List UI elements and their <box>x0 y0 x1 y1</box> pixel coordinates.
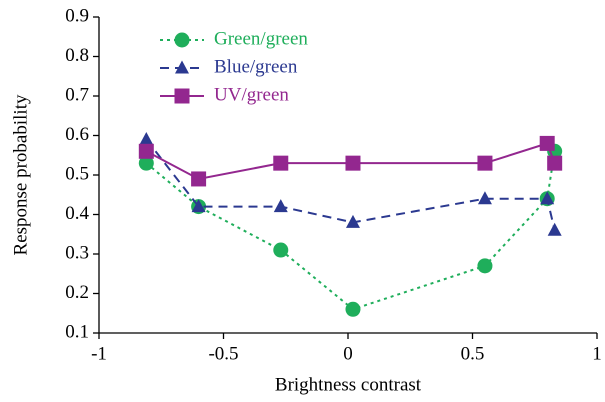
marker <box>273 155 289 171</box>
x-tick-label: 0 <box>343 343 353 364</box>
marker <box>273 242 289 258</box>
marker <box>477 155 493 171</box>
marker <box>539 135 555 151</box>
marker <box>540 191 555 205</box>
marker <box>138 155 154 171</box>
x-tick-label: -1 <box>91 343 107 364</box>
legend-label: UV/green <box>214 84 289 105</box>
x-tick-label: -0.5 <box>208 343 238 364</box>
y-tick-label: 0.5 <box>65 163 89 184</box>
marker <box>174 32 190 48</box>
marker <box>345 214 360 228</box>
y-tick-label: 0.1 <box>65 321 89 342</box>
marker <box>138 143 154 159</box>
y-tick-label: 0.8 <box>65 45 89 66</box>
y-tick-label: 0.6 <box>65 124 89 145</box>
marker <box>191 171 207 187</box>
marker <box>477 258 493 274</box>
y-tick-label: 0.3 <box>65 242 89 263</box>
marker <box>345 155 361 171</box>
marker <box>175 60 189 74</box>
y-tick-label: 0.2 <box>65 282 89 303</box>
marker <box>273 199 288 213</box>
marker <box>477 191 492 205</box>
y-tick-label: 0.9 <box>65 5 89 26</box>
x-axis-label: Brightness contrast <box>275 374 422 395</box>
legend-label: Green/green <box>214 28 308 49</box>
marker <box>547 155 563 171</box>
x-tick-label: 0.5 <box>461 343 485 364</box>
marker <box>139 131 154 145</box>
series-line <box>145 138 556 231</box>
marker <box>174 88 190 104</box>
y-axis-label: Response probability <box>10 94 31 255</box>
x-tick-label: 1 <box>592 343 602 364</box>
marker <box>191 199 206 213</box>
y-tick-label: 0.7 <box>65 84 89 105</box>
y-tick-label: 0.4 <box>65 203 89 224</box>
marker <box>547 222 562 236</box>
marker <box>345 301 361 317</box>
series-line <box>145 151 556 311</box>
legend-label: Blue/green <box>214 56 298 77</box>
